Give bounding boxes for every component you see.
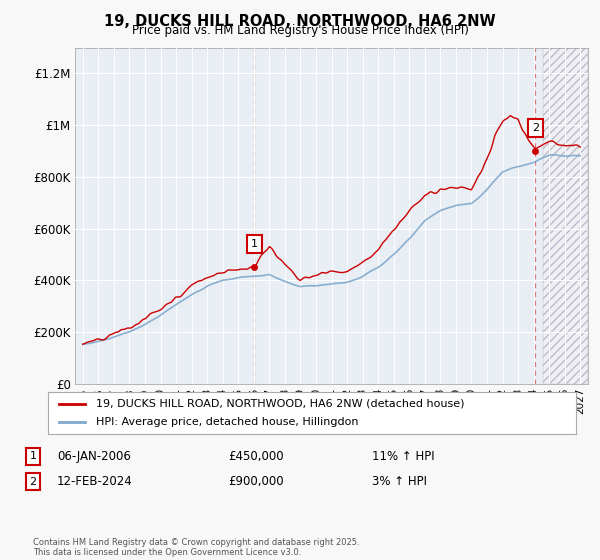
Text: 1: 1 — [251, 239, 258, 249]
Text: 1: 1 — [29, 451, 37, 461]
Text: £450,000: £450,000 — [228, 450, 284, 463]
Text: HPI: Average price, detached house, Hillingdon: HPI: Average price, detached house, Hill… — [95, 417, 358, 427]
Text: 2: 2 — [532, 123, 539, 133]
Text: 19, DUCKS HILL ROAD, NORTHWOOD, HA6 2NW (detached house): 19, DUCKS HILL ROAD, NORTHWOOD, HA6 2NW … — [95, 399, 464, 409]
Text: Price paid vs. HM Land Registry's House Price Index (HPI): Price paid vs. HM Land Registry's House … — [131, 24, 469, 37]
Text: 11% ↑ HPI: 11% ↑ HPI — [372, 450, 434, 463]
Text: £900,000: £900,000 — [228, 475, 284, 488]
Bar — [543, 48, 588, 384]
Text: 19, DUCKS HILL ROAD, NORTHWOOD, HA6 2NW: 19, DUCKS HILL ROAD, NORTHWOOD, HA6 2NW — [104, 14, 496, 29]
Text: 12-FEB-2024: 12-FEB-2024 — [57, 475, 133, 488]
Bar — [543, 48, 588, 384]
Text: 3% ↑ HPI: 3% ↑ HPI — [372, 475, 427, 488]
Text: 2: 2 — [29, 477, 37, 487]
Text: 06-JAN-2006: 06-JAN-2006 — [57, 450, 131, 463]
Text: Contains HM Land Registry data © Crown copyright and database right 2025.
This d: Contains HM Land Registry data © Crown c… — [33, 538, 359, 557]
